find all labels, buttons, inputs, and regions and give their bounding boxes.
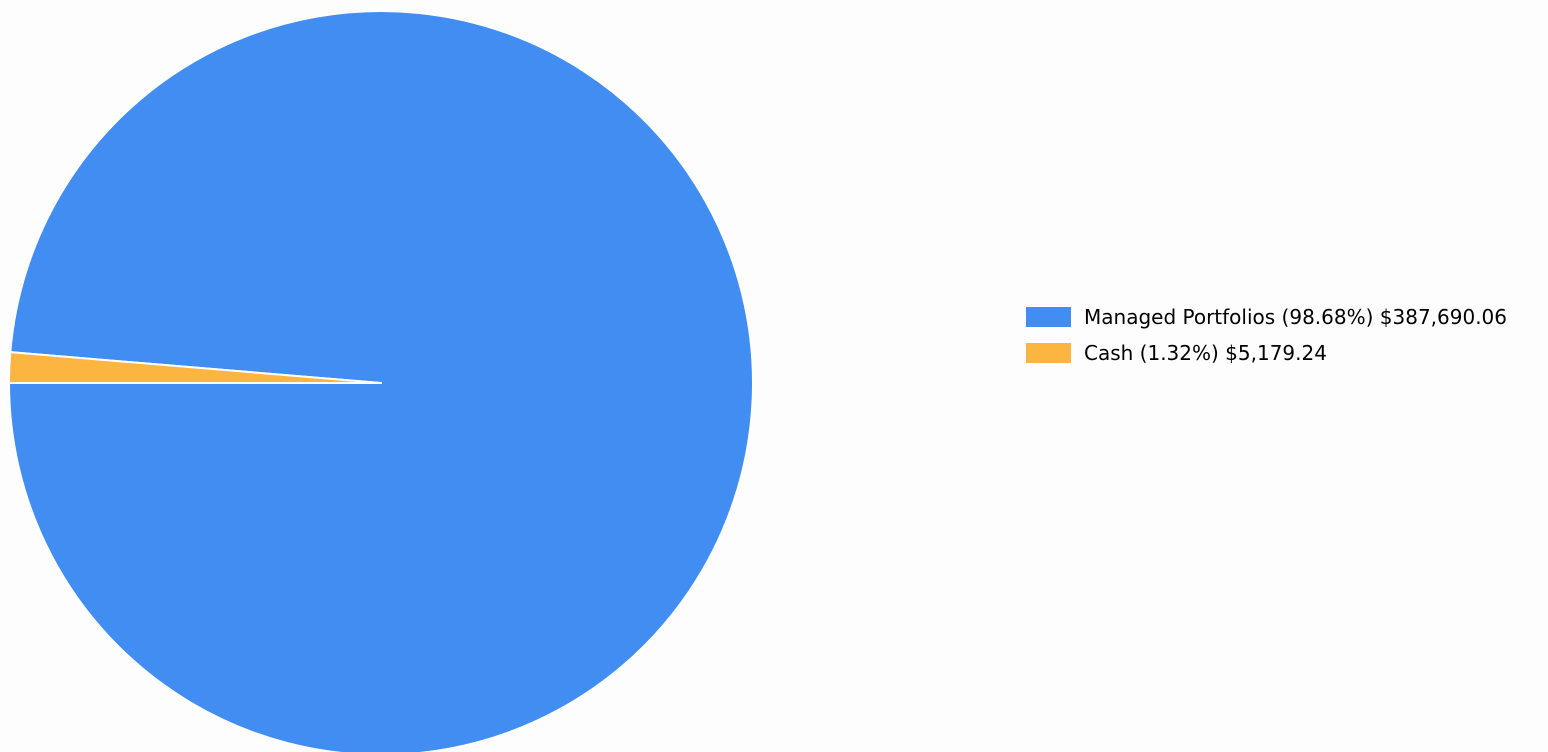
legend-swatch bbox=[1026, 307, 1071, 327]
legend-label: Managed Portfolios (98.68%) $387,690.06 bbox=[1084, 305, 1508, 329]
legend-item-cash[interactable]: Cash (1.32%) $5,179.24 bbox=[1026, 335, 1507, 371]
legend-swatch bbox=[1026, 343, 1071, 363]
pie-slice-cash[interactable] bbox=[8, 351, 382, 384]
legend-item-managed-portfolios[interactable]: Managed Portfolios (98.68%) $387,690.06 bbox=[1026, 299, 1507, 335]
legend: Managed Portfolios (98.68%) $387,690.06 C… bbox=[1026, 299, 1507, 371]
pie-slice-managed-portfolios[interactable] bbox=[8, 10, 754, 752]
legend-label: Cash (1.32%) $5,179.24 bbox=[1084, 341, 1327, 365]
